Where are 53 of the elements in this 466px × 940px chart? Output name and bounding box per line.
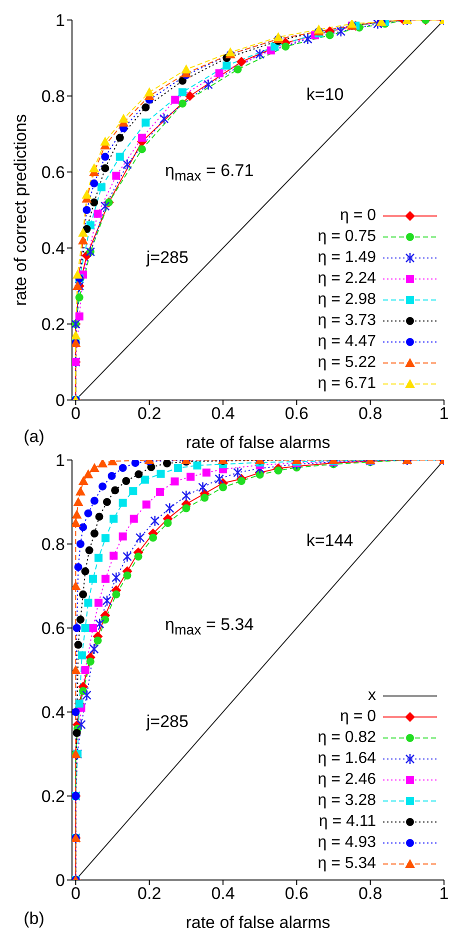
x-axis-title: rate of false alarms (186, 913, 330, 932)
legend-label: η = 1.49 (318, 248, 376, 266)
y-tick-label: 1 (56, 451, 65, 470)
x-tick-label: 0.6 (284, 884, 308, 904)
y-tick-label: 0.6 (41, 163, 65, 182)
annotation: η$_{max}$ = 6.71 (165, 160, 254, 184)
annotation: k=10 (306, 84, 344, 105)
x-tick-label: 0.4 (211, 404, 235, 424)
x-tick-label: 0.6 (284, 404, 308, 424)
legend-label: η = 4.93 (318, 834, 376, 852)
x-tick-label: 0.8 (358, 404, 382, 424)
x-tick-label: 0.8 (358, 884, 382, 904)
x-tick-label: 0.4 (211, 884, 235, 904)
legend-label: η = 0 (340, 206, 376, 224)
annotation: j=285 (146, 712, 188, 732)
text: (b) (24, 909, 44, 930)
legend-label: η = 0.75 (318, 228, 376, 246)
y-tick-label: 0.4 (41, 239, 65, 258)
legend-label: η = 4.11 (318, 812, 376, 830)
y-tick-label: 0.2 (41, 315, 65, 334)
legend-label: η = 1.64 (318, 750, 376, 768)
x-tick-label: 1 (439, 404, 449, 424)
y-tick-label: 0.2 (41, 787, 65, 806)
y-tick-label: 0.6 (41, 619, 65, 638)
legend-label: x (368, 686, 376, 704)
legend-label: η = 0 (340, 708, 376, 726)
y-axis-title: rate of correct predictions (11, 114, 30, 306)
legend-label: η = 2.98 (318, 290, 376, 308)
y-tick-label: 0.4 (41, 703, 65, 722)
x-tick-label: 1 (439, 884, 449, 904)
y-tick-label: 1 (56, 11, 65, 30)
x-tick-label: 0 (70, 884, 80, 904)
x-tick-label: 0.2 (138, 404, 162, 424)
annotation: η$_{max}$ = 5.34 (165, 615, 254, 639)
x-tick-label: 0 (70, 404, 80, 424)
legend-label: η = 3.73 (318, 312, 376, 330)
y-tick-label: 0 (56, 391, 65, 410)
x-axis-title: rate of false alarms (186, 433, 330, 452)
x-tick-label: 0.2 (138, 884, 162, 904)
legend-label: η = 2.46 (318, 770, 376, 788)
legend-label: η = 5.34 (318, 854, 376, 872)
y-tick-label: 0.8 (41, 87, 65, 106)
legend-label: η = 3.28 (318, 792, 376, 810)
y-tick-label: 0 (56, 871, 65, 890)
annotation: k=144 (306, 531, 354, 552)
legend-label: η = 0.82 (318, 728, 376, 746)
legend-label: η = 6.71 (318, 374, 376, 392)
legend-label: η = 4.47 (318, 332, 376, 350)
legend-label: η = 2.24 (318, 270, 376, 288)
y-tick-label: 0.8 (41, 535, 65, 554)
annotation: j=285 (146, 248, 188, 268)
legend-label: η = 5.22 (318, 354, 376, 372)
text: (a) (24, 426, 44, 447)
